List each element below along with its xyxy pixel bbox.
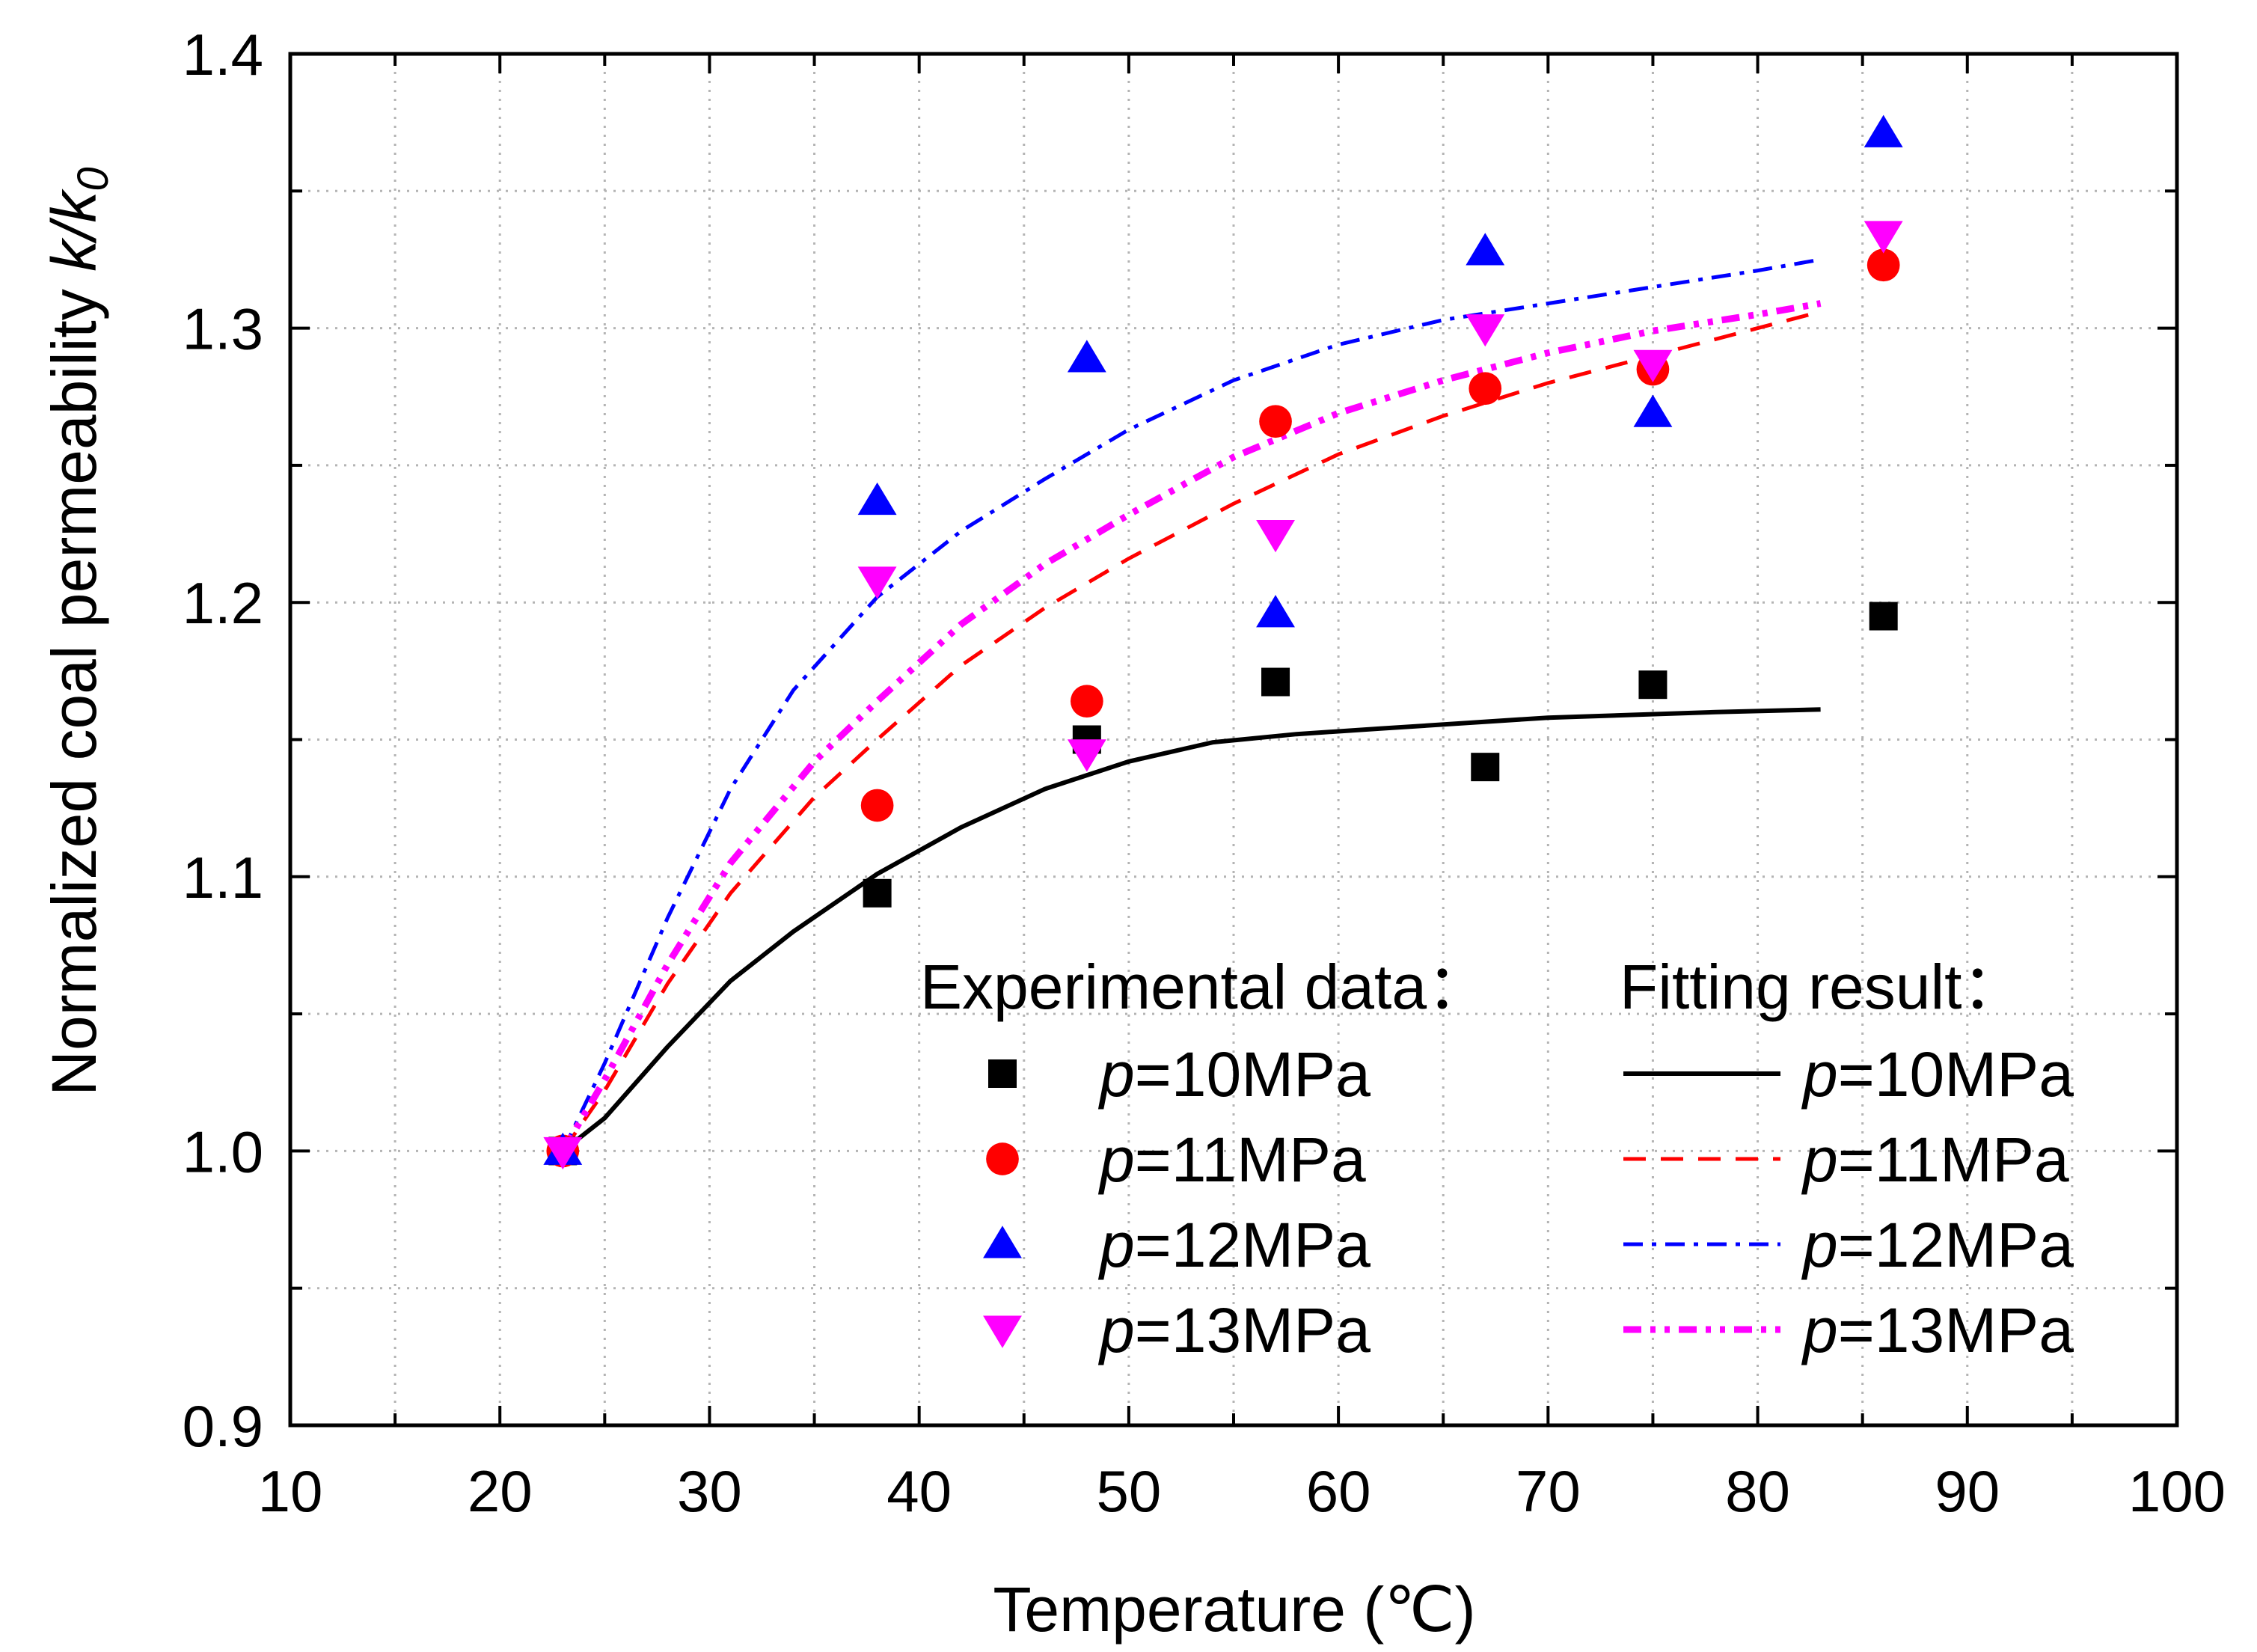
legend-experimental-header: Experimental data： [920, 952, 1489, 1022]
data-point-series-3 [1067, 340, 1106, 373]
data-point-series-4 [543, 1136, 583, 1170]
legend-label-experimental-series-3: p=12MPa [1097, 1210, 1371, 1280]
x-tick-label: 70 [1516, 1458, 1581, 1524]
legend-marker-series-3 [983, 1226, 1022, 1258]
data-point-series-1 [863, 878, 892, 908]
x-tick-label: 10 [258, 1458, 323, 1524]
x-tick-label: 90 [1935, 1458, 2000, 1524]
data-point-series-3 [1256, 595, 1295, 628]
data-point-series-1 [1471, 753, 1500, 782]
y-tick-label: 1.0 [183, 1119, 263, 1184]
y-tick-label: 1.2 [183, 570, 263, 636]
data-point-series-1 [1869, 602, 1898, 631]
legend-marker-series-4 [983, 1315, 1022, 1348]
y-axis-title: Normalized coal permeability k/k0 [39, 167, 117, 1095]
data-point-series-3 [857, 482, 897, 516]
fit-lines [560, 257, 1822, 1153]
data-point-series-4 [1633, 349, 1673, 382]
legend-label-experimental-series-2: p=11MPa [1097, 1125, 1366, 1195]
legend-label-experimental-series-1: p=10MPa [1097, 1039, 1371, 1110]
x-tick-label: 50 [1097, 1458, 1162, 1524]
y-axis-title-var: k/k [39, 189, 109, 272]
data-point-series-1 [1261, 667, 1290, 697]
y-tick-label: 1.4 [183, 22, 263, 88]
data-point-series-4 [1864, 221, 1903, 254]
fit-line-series-4 [560, 300, 1822, 1153]
data-markers [543, 114, 1903, 1170]
y-axis-title-main: Normalized coal permeability [39, 272, 109, 1096]
data-point-series-2 [860, 789, 894, 822]
fit-line-series-1 [561, 707, 1821, 1153]
legend-marker-series-2 [986, 1142, 1019, 1175]
x-tick-label: 20 [468, 1458, 533, 1524]
legend: Experimental data： Fitting result： p=10M… [920, 952, 2074, 1365]
fit-line-series-3 [561, 257, 1822, 1152]
legend-marker-series-1 [988, 1059, 1017, 1088]
data-point-series-4 [1256, 520, 1295, 553]
legend-label-fitting-series-2: p=11MPa [1801, 1125, 2069, 1195]
legend-label-fitting-series-1: p=10MPa [1801, 1039, 2074, 1110]
x-axis-title: Temperature (℃) [993, 1574, 1475, 1645]
data-point-series-2 [1866, 248, 1900, 282]
data-point-series-3 [1633, 394, 1673, 427]
x-tick-label: 40 [886, 1458, 952, 1524]
data-point-series-4 [1466, 314, 1505, 347]
data-point-series-4 [1067, 739, 1106, 772]
y-tick-label: 0.9 [183, 1393, 263, 1459]
data-point-series-2 [1469, 372, 1502, 406]
x-tick-labels: 10 20 30 40 50 60 70 80 90 100 [258, 1458, 2226, 1524]
y-tick-label: 1.3 [183, 296, 263, 362]
x-tick-label: 80 [1725, 1458, 1790, 1524]
axis-ticks [289, 52, 2178, 1427]
legend-fitting-header: Fitting result： [1620, 952, 2025, 1022]
legend-label-fitting-series-3: p=12MPa [1801, 1210, 2074, 1280]
data-point-series-2 [1070, 685, 1103, 718]
y-tick-labels: 0.9 1.0 1.1 1.2 1.3 1.4 [183, 22, 263, 1459]
legend-label-experimental-series-4: p=13MPa [1097, 1295, 1371, 1365]
x-tick-label: 60 [1306, 1458, 1371, 1524]
y-tick-label: 1.1 [183, 845, 263, 911]
legend-label-fitting-series-4: p=13MPa [1801, 1295, 2074, 1365]
data-point-series-3 [1864, 114, 1903, 147]
data-point-series-3 [1466, 233, 1505, 266]
data-point-series-2 [1259, 405, 1292, 438]
data-point-series-4 [857, 566, 897, 599]
data-point-series-1 [1638, 670, 1668, 700]
x-tick-label: 100 [2128, 1458, 2226, 1524]
x-tick-label: 30 [677, 1458, 742, 1524]
legend-entries: p=10MPa p=10MPa p=11MPa p=11MPa p=12MPa p=12M… [983, 1039, 2074, 1365]
grid [290, 54, 2177, 1425]
y-axis-title-sub: 0 [69, 167, 117, 191]
